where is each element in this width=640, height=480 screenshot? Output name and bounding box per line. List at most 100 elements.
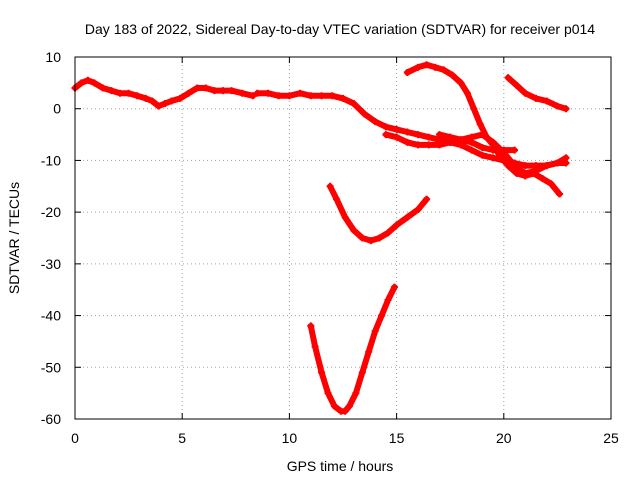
data-point: [393, 133, 401, 141]
data-point: [148, 97, 156, 105]
data-point: [318, 92, 326, 100]
series-track-dip-deep: [307, 283, 398, 415]
data-point: [504, 74, 512, 82]
data-point: [414, 141, 422, 149]
data-point: [562, 105, 570, 113]
data-point: [423, 61, 431, 69]
y-tick-label: 0: [53, 101, 61, 117]
chart-title: Day 183 of 2022, Sidereal Day-to-day VTE…: [85, 21, 595, 37]
data-point: [393, 221, 401, 229]
data-point: [358, 368, 366, 376]
y-tick-label: -40: [41, 308, 61, 324]
data-point: [155, 102, 163, 110]
data-point: [476, 120, 484, 128]
series-line: [72, 77, 256, 110]
series-line: [404, 61, 563, 197]
data-point: [478, 151, 486, 159]
data-point: [543, 162, 551, 170]
x-axis-label: GPS time / hours: [287, 458, 394, 474]
data-point: [556, 190, 564, 198]
data-point: [311, 343, 319, 351]
x-tick-label: 5: [178, 430, 186, 446]
data-point: [513, 81, 521, 89]
data-point: [125, 89, 133, 97]
data-point: [264, 89, 272, 97]
data-point: [431, 63, 439, 71]
data-point: [275, 92, 283, 100]
data-point: [341, 407, 349, 415]
data-point: [521, 89, 529, 97]
data-point: [500, 146, 508, 154]
data-point: [185, 89, 193, 97]
series-line: [327, 183, 430, 244]
data-point: [77, 79, 85, 87]
data-point: [133, 92, 141, 100]
data-point: [425, 133, 433, 141]
data-point: [425, 141, 433, 149]
data-point: [538, 175, 546, 183]
data-point: [403, 128, 411, 136]
data-point: [504, 162, 512, 170]
data-point: [384, 229, 392, 237]
data-point: [521, 169, 529, 177]
data-point: [511, 146, 519, 154]
data-point: [414, 206, 422, 214]
y-tick-label: -30: [41, 256, 61, 272]
data-point: [367, 237, 375, 245]
data-point: [318, 368, 326, 376]
data-point: [378, 312, 386, 320]
data-point: [403, 69, 411, 77]
series-layer: [71, 61, 570, 415]
data-point: [382, 123, 390, 131]
x-tick-label: 20: [496, 430, 512, 446]
data-point: [84, 76, 92, 84]
data-point: [463, 89, 471, 97]
data-point: [562, 154, 570, 162]
data-point: [307, 92, 315, 100]
data-point: [547, 180, 555, 188]
data-point: [116, 89, 124, 97]
data-point: [285, 92, 293, 100]
data-point: [521, 162, 529, 170]
data-point: [435, 131, 443, 139]
data-point: [330, 402, 338, 410]
data-point: [341, 213, 349, 221]
data-point: [167, 97, 175, 105]
data-point: [90, 79, 98, 87]
data-point: [382, 131, 390, 139]
data-point: [384, 296, 392, 304]
data-point: [296, 89, 304, 97]
y-tick-label: -50: [41, 359, 61, 375]
data-point: [345, 402, 353, 410]
data-point: [161, 100, 169, 108]
series-track-rise-peak: [403, 61, 564, 198]
y-tick-label: -20: [41, 204, 61, 220]
data-point: [511, 162, 519, 170]
data-point: [219, 87, 227, 95]
data-point: [553, 159, 561, 167]
plot-frame: [74, 56, 612, 420]
data-point: [543, 97, 551, 105]
data-point: [403, 138, 411, 146]
data-point: [478, 144, 486, 151]
series-track-main-early: [71, 76, 257, 110]
y-tick-label: -10: [41, 152, 61, 168]
data-point: [176, 94, 184, 102]
data-point: [352, 389, 360, 397]
x-tick-label: 25: [603, 430, 619, 446]
data-point: [414, 63, 422, 71]
data-point: [489, 138, 497, 146]
data-point: [468, 138, 476, 146]
data-point: [446, 133, 454, 141]
data-point: [324, 389, 332, 397]
data-point: [532, 167, 540, 175]
data-point: [339, 94, 347, 102]
data-point: [440, 66, 448, 74]
data-point: [478, 131, 486, 139]
data-point: [142, 94, 150, 102]
x-tick-label: 0: [71, 430, 79, 446]
data-point: [448, 71, 456, 79]
series-line: [254, 90, 569, 169]
data-point: [333, 195, 341, 203]
